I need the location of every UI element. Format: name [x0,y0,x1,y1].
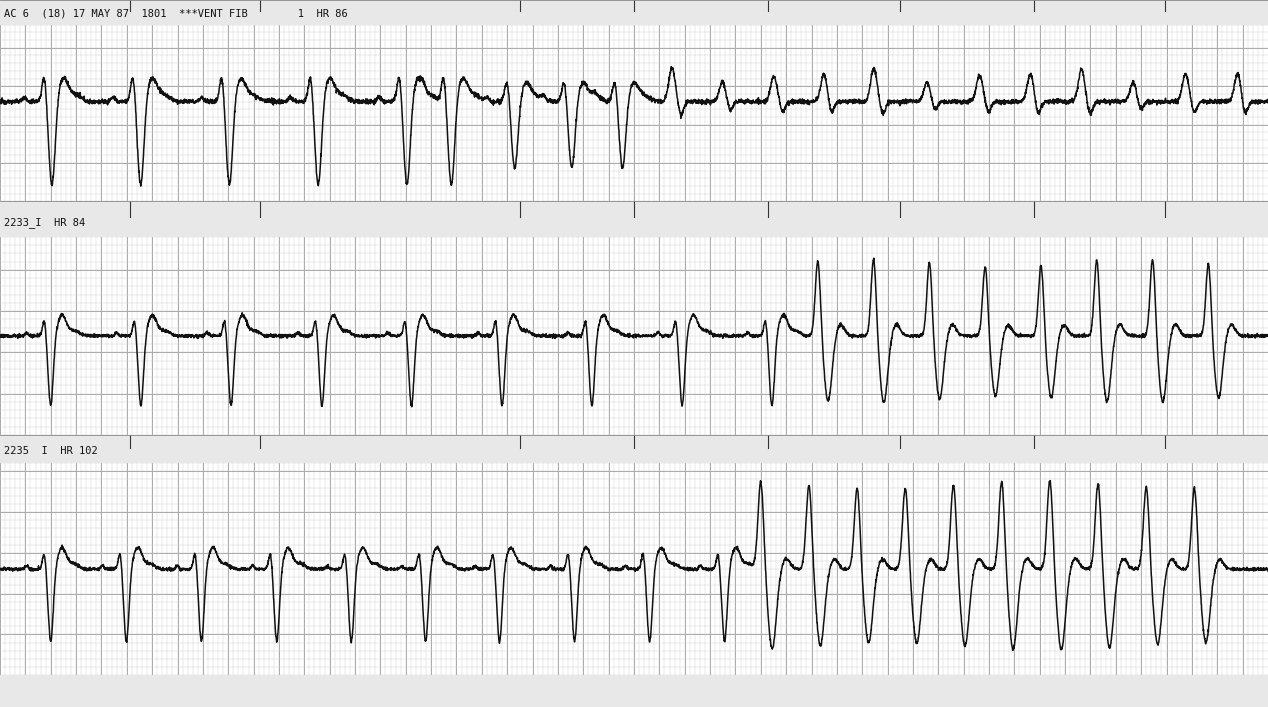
Text: 2235  I  HR 102: 2235 I HR 102 [4,446,98,456]
Text: AC 6  (18) 17 MAY 87  1801  ***VENT FIB        1  HR 86: AC 6 (18) 17 MAY 87 1801 ***VENT FIB 1 H… [4,8,347,18]
Text: 2233_I  HR 84: 2233_I HR 84 [4,217,85,228]
